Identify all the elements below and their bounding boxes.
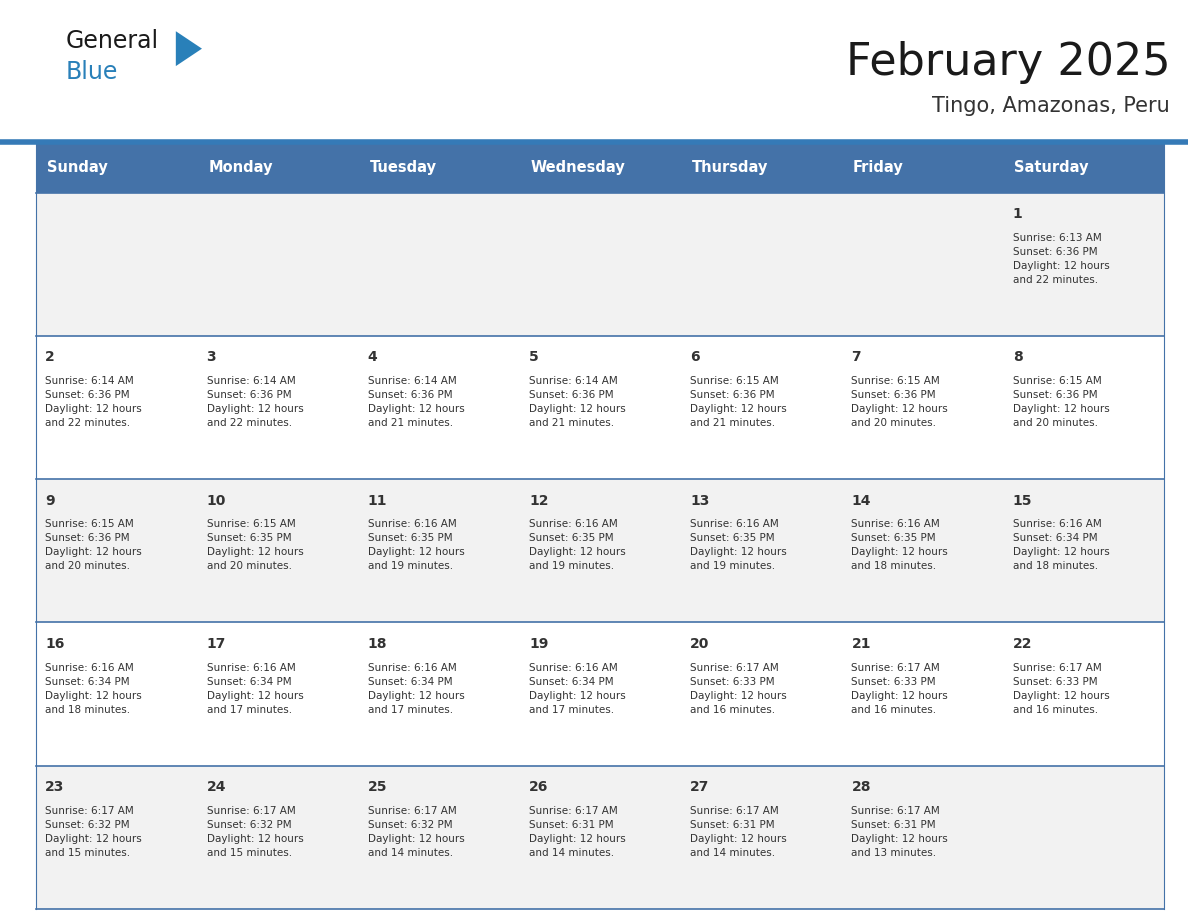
Text: 1: 1: [1012, 207, 1023, 221]
Text: Blue: Blue: [65, 60, 118, 84]
Text: 5: 5: [529, 351, 538, 364]
Text: 10: 10: [207, 494, 226, 508]
Text: Sunrise: 6:16 AM
Sunset: 6:35 PM
Daylight: 12 hours
and 19 minutes.: Sunrise: 6:16 AM Sunset: 6:35 PM Dayligh…: [529, 520, 626, 571]
Text: Thursday: Thursday: [691, 160, 769, 175]
Text: 16: 16: [45, 637, 64, 651]
Text: Monday: Monday: [208, 160, 273, 175]
Text: 19: 19: [529, 637, 549, 651]
Text: 6: 6: [690, 351, 700, 364]
Text: Sunrise: 6:17 AM
Sunset: 6:33 PM
Daylight: 12 hours
and 16 minutes.: Sunrise: 6:17 AM Sunset: 6:33 PM Dayligh…: [690, 663, 786, 714]
Text: Sunrise: 6:17 AM
Sunset: 6:33 PM
Daylight: 12 hours
and 16 minutes.: Sunrise: 6:17 AM Sunset: 6:33 PM Dayligh…: [852, 663, 948, 714]
Text: 7: 7: [852, 351, 861, 364]
Text: 17: 17: [207, 637, 226, 651]
FancyBboxPatch shape: [842, 142, 1003, 193]
Text: 12: 12: [529, 494, 549, 508]
Text: February 2025: February 2025: [846, 41, 1170, 84]
Polygon shape: [176, 31, 202, 66]
FancyBboxPatch shape: [36, 193, 1164, 336]
FancyBboxPatch shape: [681, 142, 842, 193]
Text: 22: 22: [1012, 637, 1032, 651]
FancyBboxPatch shape: [36, 336, 1164, 479]
Text: Sunrise: 6:15 AM
Sunset: 6:35 PM
Daylight: 12 hours
and 20 minutes.: Sunrise: 6:15 AM Sunset: 6:35 PM Dayligh…: [207, 520, 303, 571]
Text: Sunrise: 6:16 AM
Sunset: 6:35 PM
Daylight: 12 hours
and 19 minutes.: Sunrise: 6:16 AM Sunset: 6:35 PM Dayligh…: [368, 520, 465, 571]
Text: 23: 23: [45, 780, 64, 794]
Text: Sunrise: 6:16 AM
Sunset: 6:34 PM
Daylight: 12 hours
and 17 minutes.: Sunrise: 6:16 AM Sunset: 6:34 PM Dayligh…: [529, 663, 626, 714]
Text: Sunrise: 6:15 AM
Sunset: 6:36 PM
Daylight: 12 hours
and 20 minutes.: Sunrise: 6:15 AM Sunset: 6:36 PM Dayligh…: [1012, 376, 1110, 428]
Text: Sunrise: 6:17 AM
Sunset: 6:33 PM
Daylight: 12 hours
and 16 minutes.: Sunrise: 6:17 AM Sunset: 6:33 PM Dayligh…: [1012, 663, 1110, 714]
Text: Sunrise: 6:14 AM
Sunset: 6:36 PM
Daylight: 12 hours
and 22 minutes.: Sunrise: 6:14 AM Sunset: 6:36 PM Dayligh…: [207, 376, 303, 428]
Text: 27: 27: [690, 780, 709, 794]
Text: 24: 24: [207, 780, 226, 794]
Text: Sunrise: 6:14 AM
Sunset: 6:36 PM
Daylight: 12 hours
and 21 minutes.: Sunrise: 6:14 AM Sunset: 6:36 PM Dayligh…: [368, 376, 465, 428]
Text: Sunrise: 6:17 AM
Sunset: 6:32 PM
Daylight: 12 hours
and 15 minutes.: Sunrise: 6:17 AM Sunset: 6:32 PM Dayligh…: [207, 806, 303, 857]
FancyBboxPatch shape: [1003, 142, 1164, 193]
Text: Sunrise: 6:16 AM
Sunset: 6:35 PM
Daylight: 12 hours
and 18 minutes.: Sunrise: 6:16 AM Sunset: 6:35 PM Dayligh…: [852, 520, 948, 571]
Text: Sunrise: 6:16 AM
Sunset: 6:34 PM
Daylight: 12 hours
and 18 minutes.: Sunrise: 6:16 AM Sunset: 6:34 PM Dayligh…: [45, 663, 143, 714]
Text: 8: 8: [1012, 351, 1023, 364]
Text: 2: 2: [45, 351, 55, 364]
Text: Sunrise: 6:13 AM
Sunset: 6:36 PM
Daylight: 12 hours
and 22 minutes.: Sunrise: 6:13 AM Sunset: 6:36 PM Dayligh…: [1012, 233, 1110, 285]
FancyBboxPatch shape: [358, 142, 519, 193]
FancyBboxPatch shape: [36, 622, 1164, 766]
Text: 9: 9: [45, 494, 55, 508]
Text: 4: 4: [368, 351, 378, 364]
Text: Tingo, Amazonas, Peru: Tingo, Amazonas, Peru: [933, 96, 1170, 117]
Text: 21: 21: [852, 637, 871, 651]
Text: 28: 28: [852, 780, 871, 794]
Text: 3: 3: [207, 351, 216, 364]
Text: Sunrise: 6:15 AM
Sunset: 6:36 PM
Daylight: 12 hours
and 20 minutes.: Sunrise: 6:15 AM Sunset: 6:36 PM Dayligh…: [45, 520, 143, 571]
Text: Sunrise: 6:17 AM
Sunset: 6:32 PM
Daylight: 12 hours
and 14 minutes.: Sunrise: 6:17 AM Sunset: 6:32 PM Dayligh…: [368, 806, 465, 857]
Text: Sunrise: 6:17 AM
Sunset: 6:32 PM
Daylight: 12 hours
and 15 minutes.: Sunrise: 6:17 AM Sunset: 6:32 PM Dayligh…: [45, 806, 143, 857]
Text: Sunrise: 6:16 AM
Sunset: 6:34 PM
Daylight: 12 hours
and 18 minutes.: Sunrise: 6:16 AM Sunset: 6:34 PM Dayligh…: [1012, 520, 1110, 571]
FancyBboxPatch shape: [36, 142, 197, 193]
Text: 20: 20: [690, 637, 709, 651]
Text: Sunrise: 6:14 AM
Sunset: 6:36 PM
Daylight: 12 hours
and 21 minutes.: Sunrise: 6:14 AM Sunset: 6:36 PM Dayligh…: [529, 376, 626, 428]
Text: Saturday: Saturday: [1015, 160, 1088, 175]
Text: Sunday: Sunday: [48, 160, 108, 175]
Text: 25: 25: [368, 780, 387, 794]
Text: Sunrise: 6:17 AM
Sunset: 6:31 PM
Daylight: 12 hours
and 14 minutes.: Sunrise: 6:17 AM Sunset: 6:31 PM Dayligh…: [690, 806, 786, 857]
Text: General: General: [65, 29, 158, 53]
Text: Friday: Friday: [853, 160, 904, 175]
FancyBboxPatch shape: [519, 142, 681, 193]
Text: Sunrise: 6:16 AM
Sunset: 6:35 PM
Daylight: 12 hours
and 19 minutes.: Sunrise: 6:16 AM Sunset: 6:35 PM Dayligh…: [690, 520, 786, 571]
Text: 18: 18: [368, 637, 387, 651]
Text: 26: 26: [529, 780, 549, 794]
FancyBboxPatch shape: [36, 766, 1164, 909]
Text: Sunrise: 6:17 AM
Sunset: 6:31 PM
Daylight: 12 hours
and 13 minutes.: Sunrise: 6:17 AM Sunset: 6:31 PM Dayligh…: [852, 806, 948, 857]
Text: Sunrise: 6:17 AM
Sunset: 6:31 PM
Daylight: 12 hours
and 14 minutes.: Sunrise: 6:17 AM Sunset: 6:31 PM Dayligh…: [529, 806, 626, 857]
Text: Wednesday: Wednesday: [531, 160, 625, 175]
Text: 15: 15: [1012, 494, 1032, 508]
FancyBboxPatch shape: [36, 479, 1164, 622]
Text: Sunrise: 6:15 AM
Sunset: 6:36 PM
Daylight: 12 hours
and 21 minutes.: Sunrise: 6:15 AM Sunset: 6:36 PM Dayligh…: [690, 376, 786, 428]
Text: Sunrise: 6:15 AM
Sunset: 6:36 PM
Daylight: 12 hours
and 20 minutes.: Sunrise: 6:15 AM Sunset: 6:36 PM Dayligh…: [852, 376, 948, 428]
Text: 13: 13: [690, 494, 709, 508]
FancyBboxPatch shape: [197, 142, 358, 193]
Text: 11: 11: [368, 494, 387, 508]
Text: Sunrise: 6:16 AM
Sunset: 6:34 PM
Daylight: 12 hours
and 17 minutes.: Sunrise: 6:16 AM Sunset: 6:34 PM Dayligh…: [207, 663, 303, 714]
Text: Sunrise: 6:16 AM
Sunset: 6:34 PM
Daylight: 12 hours
and 17 minutes.: Sunrise: 6:16 AM Sunset: 6:34 PM Dayligh…: [368, 663, 465, 714]
Text: 14: 14: [852, 494, 871, 508]
Text: Tuesday: Tuesday: [369, 160, 436, 175]
Text: Sunrise: 6:14 AM
Sunset: 6:36 PM
Daylight: 12 hours
and 22 minutes.: Sunrise: 6:14 AM Sunset: 6:36 PM Dayligh…: [45, 376, 143, 428]
